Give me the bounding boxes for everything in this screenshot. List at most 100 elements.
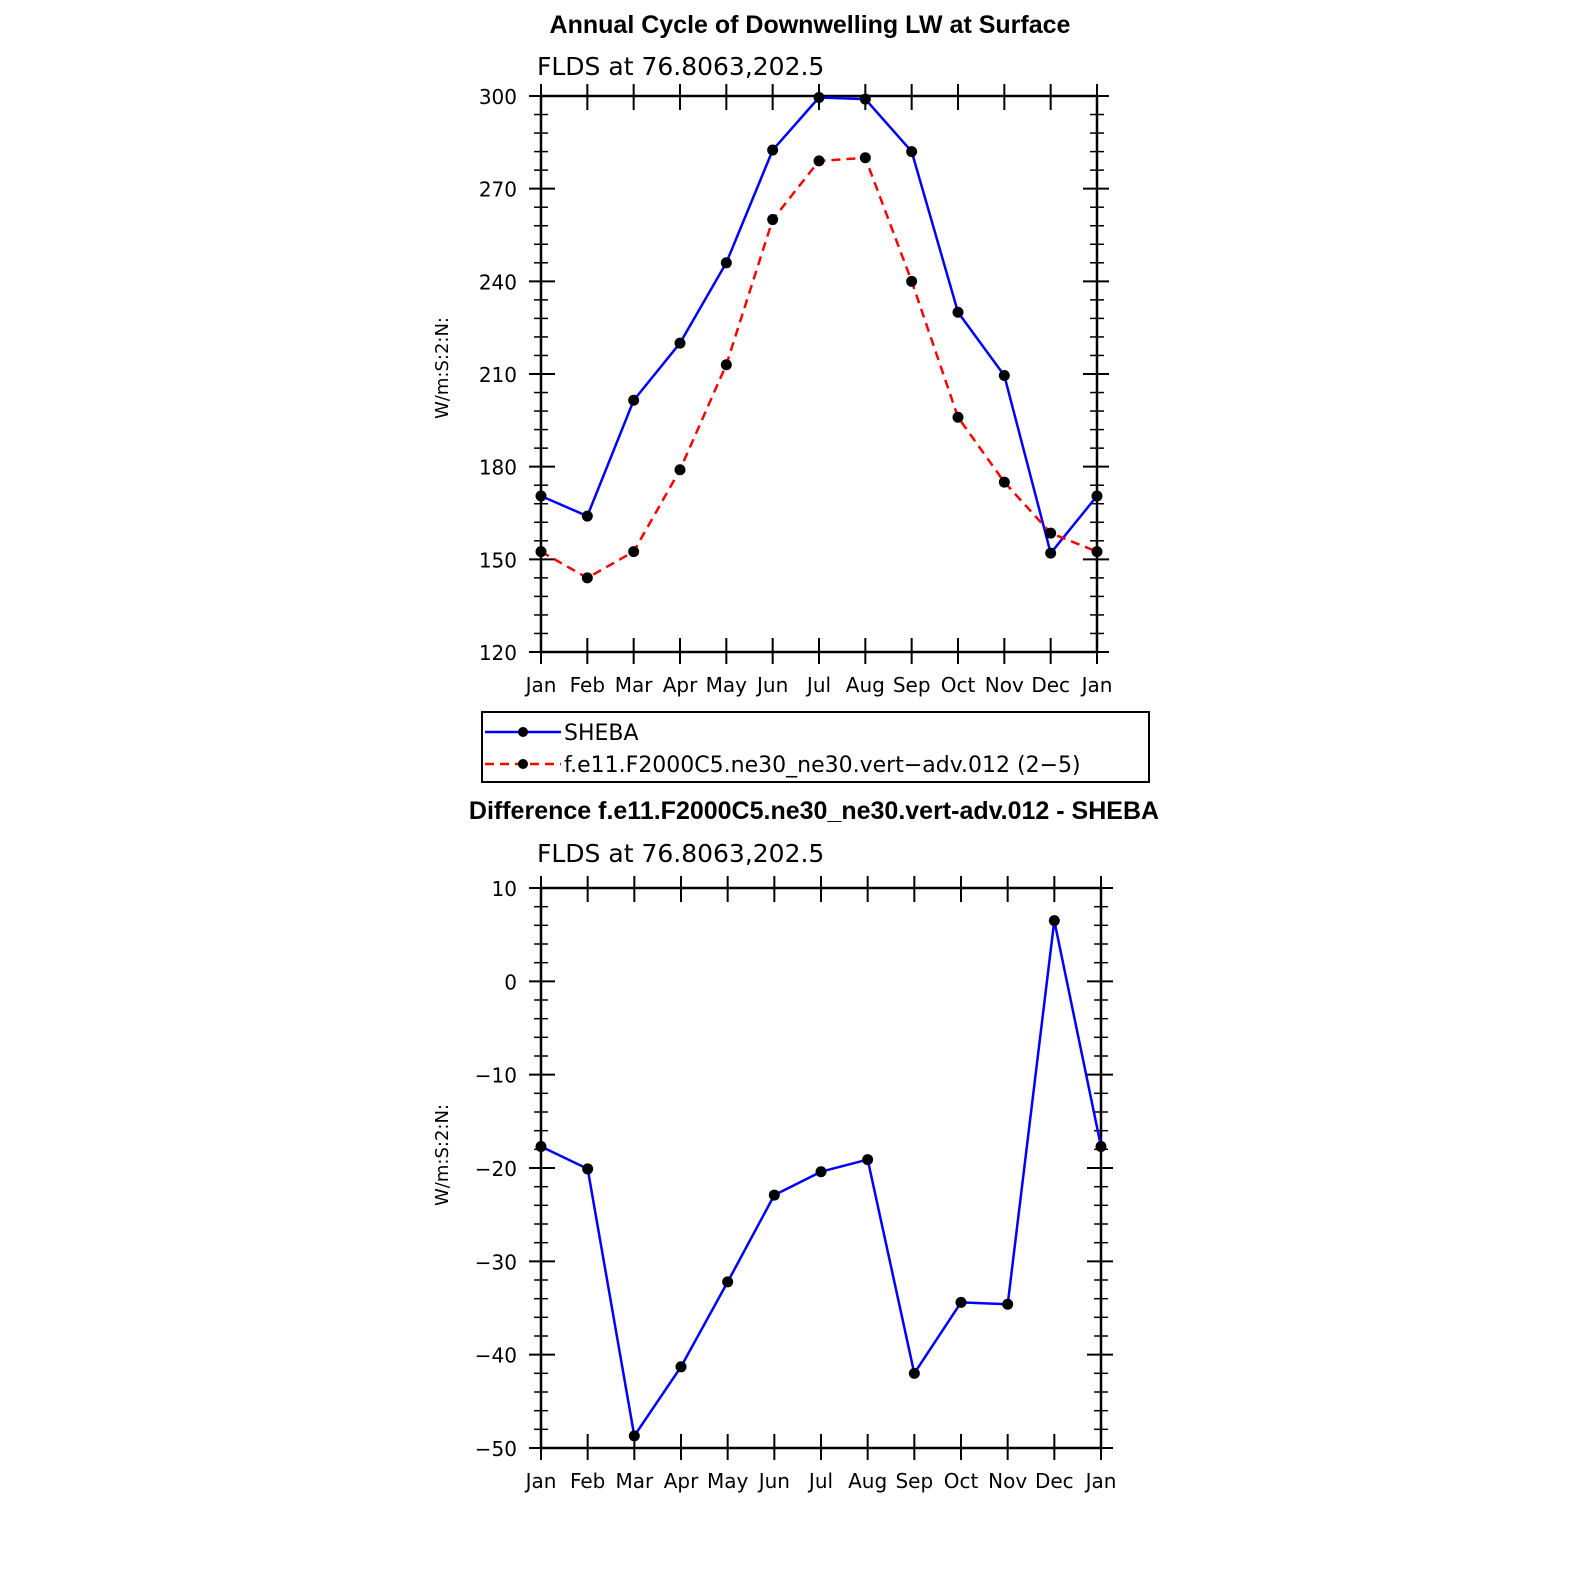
data-point (1045, 527, 1057, 539)
x-tick-label: Nov (988, 1469, 1027, 1493)
y-tick-label: −50 (475, 1437, 517, 1461)
x-tick-label: Jan (1080, 673, 1113, 697)
plot-area: Jan Feb Mar Apr May Jun Jul Aug Sep Oct Nov Dec Jan 1… (479, 84, 1113, 697)
x-tick-label: Jul (807, 1469, 833, 1493)
y-tick-label: −20 (475, 1157, 517, 1181)
data-point (1091, 490, 1103, 502)
data-point (1002, 1298, 1014, 1310)
y-tick-label: 240 (479, 270, 517, 294)
data-point (674, 464, 686, 476)
legend-entry-model: f.e11.F2000C5.ne30_ne30.vert−adv.012 (2−… (485, 753, 1081, 778)
x-tick-label: Sep (893, 673, 931, 697)
data-point (582, 1163, 594, 1175)
y-tick-label: 10 (492, 877, 517, 901)
x-tick-label: Jun (757, 1469, 790, 1493)
data-point (581, 572, 593, 584)
plot-frame (539, 94, 1099, 654)
chart-title: Difference f.e11.F2000C5.ne30_ne30.vert-… (469, 797, 1159, 825)
y-tick-label: 180 (479, 456, 517, 480)
legend-marker-model (518, 759, 528, 769)
data-point (1091, 546, 1103, 558)
data-point (675, 1361, 687, 1373)
legend-marker-sheba (518, 727, 528, 737)
x-tick-label: Nov (985, 673, 1024, 697)
chart-subtitle: FLDS at 76.8063,202.5 (537, 52, 824, 81)
x-tick-label: Aug (848, 1469, 887, 1493)
data-point (535, 490, 547, 502)
data-point (768, 1189, 780, 1201)
data-point (674, 337, 686, 349)
data-point (581, 510, 593, 522)
x-tick-label: Dec (1031, 673, 1070, 697)
data-point (628, 546, 640, 558)
x-tick-label: Dec (1035, 1469, 1074, 1493)
data-point (535, 1141, 547, 1153)
y-axis-label: W/m:S:2:N: (432, 1104, 453, 1206)
series-line-0 (540, 919, 1103, 1438)
y-tick-label: 210 (479, 363, 517, 387)
y-tick-label: −30 (475, 1250, 517, 1274)
data-point (767, 214, 779, 226)
data-point (720, 257, 732, 269)
x-tick-label: Feb (570, 1469, 605, 1493)
data-point (722, 1276, 734, 1288)
plot-area: Jan Feb Mar Apr May Jun Jul Aug Sep Oct Nov Dec Jan−… (475, 876, 1117, 1493)
y-tick-label: −40 (475, 1344, 517, 1368)
x-tick-label: Jul (805, 673, 831, 697)
difference-panel: Difference f.e11.F2000C5.ne30_ne30.vert-… (432, 797, 1159, 1493)
y-tick-label: 300 (479, 85, 517, 109)
x-tick-label: Mar (615, 1469, 654, 1493)
data-point (535, 546, 547, 558)
x-tick-label: Aug (846, 673, 885, 697)
chart-title: Annual Cycle of Downwelling LW at Surfac… (550, 11, 1071, 39)
data-point (859, 93, 871, 105)
y-tick-label: 120 (479, 641, 517, 665)
legend-label-sheba: SHEBA (564, 721, 639, 746)
legend-label-model: f.e11.F2000C5.ne30_ne30.vert−adv.012 (2−… (564, 753, 1081, 778)
x-tick-label: Apr (664, 1469, 699, 1493)
data-point (906, 146, 918, 158)
x-tick-label: May (706, 673, 748, 697)
x-tick-label: Feb (570, 673, 605, 697)
legend-frame (481, 711, 1150, 783)
data-point (628, 394, 640, 406)
data-point (813, 92, 825, 104)
data-point (859, 152, 871, 164)
x-tick-label: Jun (755, 673, 788, 697)
annual-cycle-panel: Annual Cycle of Downwelling LW at Surfac… (432, 11, 1112, 697)
data-point (628, 1430, 640, 1442)
x-tick-label: Oct (941, 673, 976, 697)
x-tick-label: Jan (524, 673, 557, 697)
data-point (1048, 915, 1060, 927)
data-point (1095, 1141, 1107, 1153)
data-point (1045, 547, 1057, 559)
data-point (955, 1296, 967, 1308)
y-tick-label: 150 (479, 548, 517, 572)
data-point (908, 1367, 920, 1379)
x-tick-label: Oct (944, 1469, 979, 1493)
x-tick-label: Jan (524, 1469, 557, 1493)
data-point (952, 306, 964, 318)
data-point (862, 1154, 874, 1166)
y-tick-label: 270 (479, 178, 517, 202)
data-point (998, 370, 1010, 382)
chart-subtitle: FLDS at 76.8063,202.5 (537, 839, 824, 868)
x-tick-label: Apr (663, 673, 698, 697)
data-point (813, 155, 825, 167)
y-tick-label: −10 (475, 1064, 517, 1088)
x-tick-label: May (707, 1469, 749, 1493)
y-tick-label: 0 (504, 970, 517, 994)
data-point (815, 1166, 827, 1178)
y-axis-label: W/m:S:2:N: (432, 317, 453, 419)
data-point (906, 275, 918, 287)
data-point (767, 144, 779, 156)
series-line-1 (540, 156, 1098, 580)
legend-entry-sheba: SHEBA (485, 721, 639, 746)
data-point (998, 476, 1010, 488)
x-tick-label: Sep (895, 1469, 933, 1493)
legend: SHEBA f.e11.F2000C5.ne30_ne30.vert−adv.0… (481, 711, 1150, 783)
x-tick-label: Jan (1084, 1469, 1117, 1493)
data-point (720, 359, 732, 371)
data-point (952, 411, 964, 423)
